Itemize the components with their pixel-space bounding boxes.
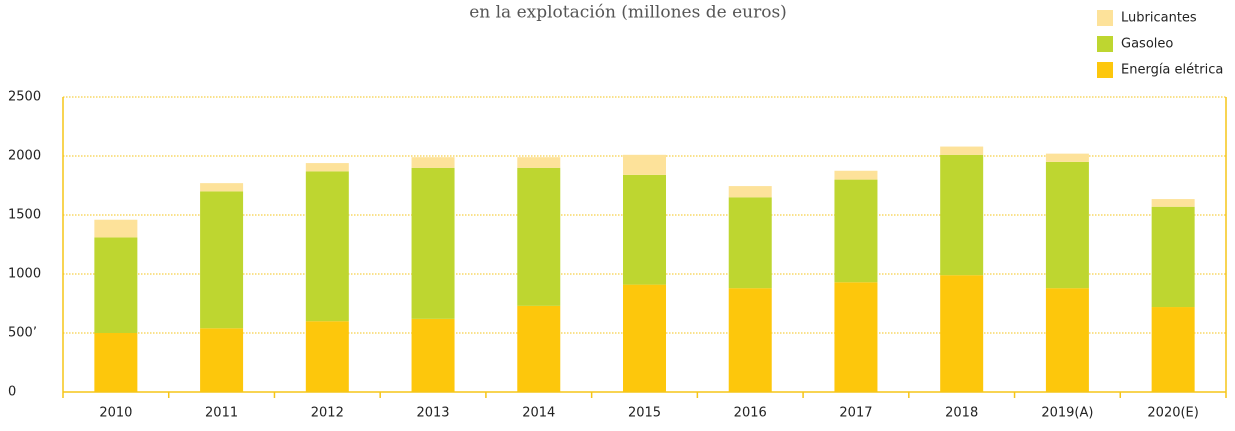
bar-segment: [411, 167, 455, 319]
legend-label: Gasoleo: [1121, 37, 1173, 52]
bar-segment: [517, 305, 561, 392]
y-tick-label: 2500: [8, 90, 41, 105]
bar-segment: [1045, 288, 1089, 392]
x-tick-label: 2020(E): [1147, 406, 1198, 421]
bar-segment: [305, 163, 349, 172]
bar-segment: [1151, 206, 1195, 308]
x-tick-label: 2018: [945, 406, 978, 421]
x-tick-label: 2013: [416, 406, 449, 421]
bar-segment: [305, 171, 349, 322]
bar-segment: [94, 219, 138, 238]
bar-segment: [200, 328, 244, 392]
bar-segment: [411, 318, 455, 392]
bar-segment: [728, 288, 772, 392]
legend-label: Lubricantes: [1121, 11, 1197, 26]
y-tick-label: 1000: [8, 267, 41, 282]
bar-segment: [1045, 153, 1089, 162]
bar-segment: [623, 174, 666, 285]
bar-segment: [728, 197, 772, 289]
legend-swatch: [1097, 10, 1113, 26]
bar-segment: [305, 321, 349, 392]
bar-segment: [834, 282, 878, 392]
y-tick-label: 2000: [8, 149, 41, 164]
x-tick-label: 2012: [311, 406, 344, 421]
bar-segment: [834, 179, 878, 283]
y-tick-label: 500’: [8, 326, 37, 341]
x-tick-label: 2011: [205, 406, 238, 421]
bar-segment: [1151, 199, 1195, 207]
y-tick-label: 1500: [8, 208, 41, 223]
bar-segment: [940, 146, 984, 155]
legend-swatch: [1097, 62, 1113, 78]
bar-segment: [940, 154, 984, 276]
bar-segment: [517, 157, 561, 168]
bar-segment: [1151, 307, 1195, 392]
y-tick-label: 0: [8, 385, 16, 400]
bar-segment: [834, 170, 878, 180]
bar-segment: [1045, 161, 1089, 289]
bar-segment: [411, 157, 455, 168]
x-tick-label: 2017: [839, 406, 872, 421]
bar-segment: [94, 237, 138, 333]
bar-segment: [94, 333, 138, 392]
bar-segment: [200, 191, 244, 329]
x-tick-label: 2015: [628, 406, 661, 421]
x-tick-label: 2014: [522, 406, 555, 421]
bar-segment: [517, 167, 561, 306]
bar-segment: [200, 183, 244, 192]
bar-segment: [940, 275, 984, 392]
bar-segment: [728, 186, 772, 198]
chart-title: en la explotación (millones de euros): [469, 3, 787, 23]
x-tick-label: 2019(A): [1041, 406, 1093, 421]
bar-segment: [623, 154, 666, 175]
x-tick-label: 2010: [99, 406, 132, 421]
bar-segment: [623, 284, 666, 392]
legend-swatch: [1097, 36, 1113, 52]
x-tick-label: 2016: [734, 406, 767, 421]
legend-label: Energía elétrica: [1121, 63, 1223, 78]
